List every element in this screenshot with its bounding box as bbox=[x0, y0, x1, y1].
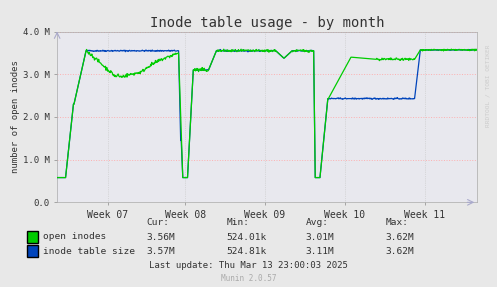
Text: RRDTOOL / TOBI OETIKER: RRDTOOL / TOBI OETIKER bbox=[486, 45, 491, 127]
Text: 3.57M: 3.57M bbox=[147, 247, 175, 256]
Title: Inode table usage - by month: Inode table usage - by month bbox=[150, 16, 384, 30]
Text: 524.01k: 524.01k bbox=[226, 233, 266, 242]
Text: Cur:: Cur: bbox=[147, 218, 169, 227]
Text: 3.56M: 3.56M bbox=[147, 233, 175, 242]
Text: open inodes: open inodes bbox=[43, 232, 106, 241]
Text: Max:: Max: bbox=[385, 218, 408, 227]
Text: Last update: Thu Mar 13 23:00:03 2025: Last update: Thu Mar 13 23:00:03 2025 bbox=[149, 261, 348, 270]
Text: 3.01M: 3.01M bbox=[306, 233, 334, 242]
Text: 524.81k: 524.81k bbox=[226, 247, 266, 256]
Text: Avg:: Avg: bbox=[306, 218, 329, 227]
Y-axis label: number of open inodes: number of open inodes bbox=[11, 61, 20, 173]
Text: Min:: Min: bbox=[226, 218, 249, 227]
Text: inode table size: inode table size bbox=[43, 247, 135, 256]
Text: 3.62M: 3.62M bbox=[385, 233, 414, 242]
Text: Munin 2.0.57: Munin 2.0.57 bbox=[221, 274, 276, 283]
Text: 3.62M: 3.62M bbox=[385, 247, 414, 256]
Text: 3.11M: 3.11M bbox=[306, 247, 334, 256]
